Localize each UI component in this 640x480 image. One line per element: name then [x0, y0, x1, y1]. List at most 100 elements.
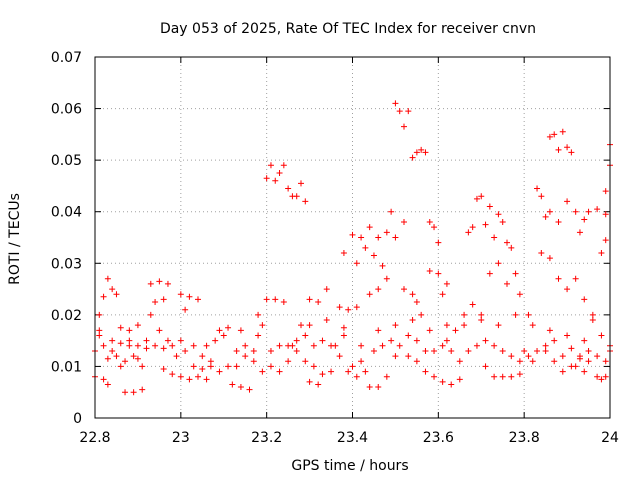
data-point [559, 128, 566, 135]
data-point [195, 296, 201, 303]
data-point [439, 342, 446, 349]
data-point [255, 311, 262, 318]
chart-title: Day 053 of 2025, Rate Of TEC Index for r… [160, 21, 536, 37]
data-point [336, 353, 343, 360]
data-point [598, 376, 605, 383]
data-point [100, 342, 107, 349]
data-point [413, 337, 420, 344]
data-point [431, 373, 438, 380]
data-point [177, 337, 184, 344]
data-point [564, 198, 571, 205]
data-point [160, 366, 167, 373]
x-tick-label: 23.8 [509, 430, 540, 446]
data-point [96, 332, 103, 339]
data-point [182, 306, 189, 313]
data-point [572, 275, 579, 282]
data-point [534, 347, 541, 354]
data-point [319, 371, 326, 378]
data-point [473, 195, 480, 202]
y-tick-label: 0.04 [51, 205, 82, 221]
data-point [589, 311, 596, 318]
data-point [340, 249, 347, 256]
data-point [504, 239, 510, 246]
data-point [418, 146, 425, 153]
x-tick-label: 23 [172, 430, 190, 446]
data-point [388, 208, 395, 215]
data-point [396, 342, 403, 349]
data-point [186, 293, 193, 300]
data-point [392, 100, 399, 107]
data-point [280, 298, 287, 305]
data-point [306, 378, 313, 385]
data-point [370, 252, 377, 259]
data-point [499, 347, 506, 354]
data-point [366, 384, 373, 391]
data-point [401, 219, 407, 226]
data-points [92, 100, 613, 396]
data-point [199, 366, 206, 373]
data-point [126, 342, 133, 349]
x-tick-label: 23.4 [337, 430, 368, 446]
data-point [100, 376, 107, 383]
data-point [122, 358, 129, 365]
data-point [499, 219, 506, 226]
y-tick-label: 0.02 [51, 308, 82, 324]
data-point [576, 353, 583, 360]
data-point [285, 185, 292, 192]
data-point [207, 363, 214, 370]
data-point [186, 376, 193, 383]
data-point [117, 363, 124, 370]
data-point [435, 270, 442, 277]
data-point [229, 381, 236, 388]
data-point [516, 358, 523, 365]
data-point [426, 268, 433, 275]
data-point [469, 224, 476, 231]
data-point [491, 342, 498, 349]
data-point [426, 219, 433, 226]
data-point [122, 389, 129, 396]
data-point [216, 368, 223, 375]
data-point [177, 373, 184, 380]
data-point [315, 298, 322, 305]
y-axis-label: ROTI / TECUs [7, 193, 23, 285]
data-point [310, 363, 317, 370]
data-point [246, 386, 253, 393]
data-point [512, 270, 519, 277]
data-point [581, 368, 588, 375]
data-point [409, 154, 416, 161]
data-point [559, 368, 566, 375]
data-point [323, 286, 330, 293]
data-point [598, 249, 605, 256]
plot-frame [94, 56, 611, 419]
data-point [392, 322, 399, 329]
data-point [521, 347, 528, 354]
data-point [276, 368, 283, 375]
data-point [345, 306, 352, 313]
data-point [388, 337, 395, 344]
data-point [242, 342, 249, 349]
data-point [164, 337, 171, 344]
data-point [293, 347, 300, 354]
data-point [401, 286, 407, 293]
data-point [525, 353, 532, 360]
data-point [237, 327, 244, 334]
data-point [482, 221, 489, 228]
data-point [109, 286, 116, 293]
data-point [564, 144, 571, 151]
data-point [370, 347, 377, 354]
data-point [96, 311, 103, 318]
data-point [216, 327, 223, 334]
data-point [482, 337, 489, 344]
data-point [448, 347, 455, 354]
data-point [499, 373, 506, 380]
data-point [362, 368, 369, 375]
data-point [207, 358, 214, 365]
data-point [298, 180, 304, 187]
data-point [276, 170, 283, 177]
data-point [555, 219, 562, 226]
data-point [482, 363, 489, 370]
data-point [448, 381, 455, 388]
data-point [409, 317, 416, 324]
data-point [405, 353, 412, 360]
